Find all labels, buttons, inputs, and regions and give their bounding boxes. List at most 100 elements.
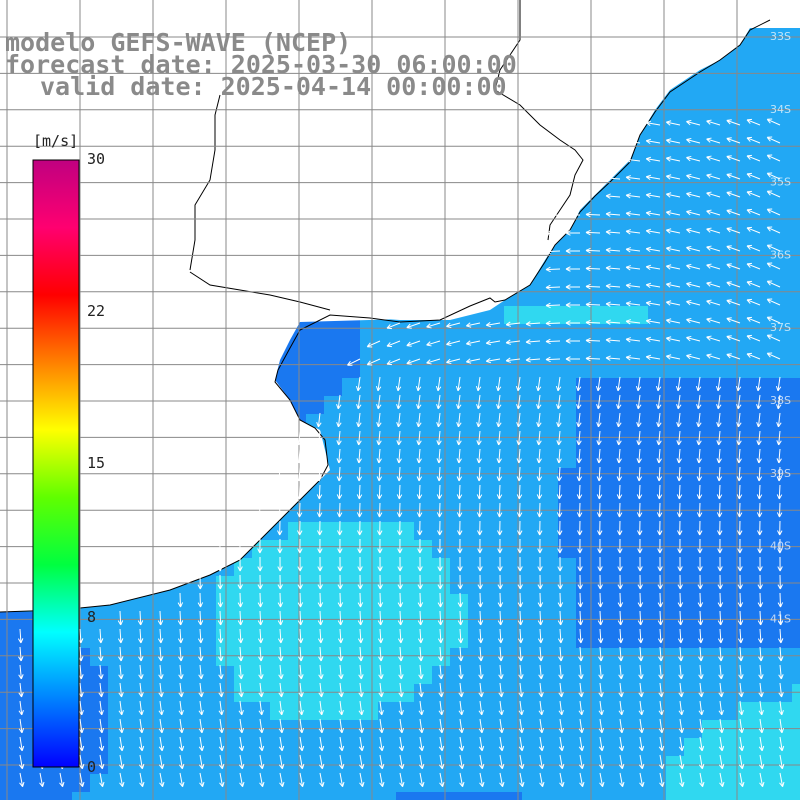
wind-arrow [418, 700, 424, 716]
colorbar-tick-30: 30 [87, 150, 106, 168]
ocean-cell [468, 792, 487, 800]
wind-arrow [485, 357, 501, 364]
ocean-cell [594, 414, 613, 433]
ocean-cell [792, 252, 800, 271]
wind-arrow [686, 119, 701, 126]
ocean-cell [0, 684, 19, 703]
wind-arrow [645, 120, 661, 127]
ocean-cell [324, 576, 343, 595]
ocean-cell [684, 486, 703, 505]
ocean-cell [342, 378, 361, 397]
wind-arrow [766, 262, 781, 270]
ocean-cell [522, 342, 541, 361]
ocean-cell [540, 594, 559, 613]
wind-arrow [776, 502, 783, 518]
wind-arrow [497, 628, 504, 644]
ocean-cell [396, 378, 415, 397]
ocean-cell [540, 468, 559, 487]
wind-arrow [738, 736, 745, 752]
ocean-cell [468, 558, 487, 577]
ocean-cell [558, 468, 577, 487]
ocean-cell [414, 342, 433, 361]
wind-arrow [637, 574, 643, 590]
ocean-cell [396, 540, 415, 559]
wind-arrow [458, 718, 465, 734]
ocean-cell [0, 774, 19, 793]
ocean-cell [342, 648, 361, 667]
ocean-cell [396, 576, 415, 595]
ocean-cell [108, 720, 127, 739]
wind-arrow [399, 772, 405, 788]
ocean-cell [756, 198, 775, 217]
wind-arrow [585, 301, 601, 308]
wind-arrow [417, 574, 423, 590]
wind-arrow [416, 466, 423, 482]
wind-arrow [397, 574, 403, 590]
ocean-cell [360, 396, 379, 415]
ocean-cell [666, 522, 685, 541]
ocean-cell [234, 612, 253, 631]
wind-arrow [686, 299, 701, 306]
ocean-cell [684, 504, 703, 523]
ocean-cell [576, 306, 595, 325]
ocean-cell [576, 234, 595, 253]
ocean-cell [792, 54, 800, 73]
ocean-cell [306, 774, 325, 793]
ocean-cell [432, 594, 451, 613]
ocean-cell [378, 612, 397, 631]
ocean-cell [594, 234, 613, 253]
ocean-cell [90, 630, 109, 649]
wind-arrow [576, 502, 583, 518]
wind-arrow [576, 466, 583, 482]
wind-arrow [746, 226, 761, 234]
ocean-cell [396, 720, 415, 739]
wind-arrow [706, 227, 721, 234]
ocean-cell [414, 666, 433, 685]
wind-arrow [556, 448, 562, 464]
wind-arrow [577, 610, 584, 626]
wind-arrow [585, 283, 601, 290]
ocean-cell [738, 486, 757, 505]
ocean-cell [792, 684, 800, 703]
ocean-cell [774, 36, 793, 55]
ocean-cell [18, 720, 37, 739]
wind-arrow [657, 628, 664, 644]
wind-arrow [657, 520, 663, 536]
wind-arrow [678, 682, 684, 698]
ocean-cell [594, 342, 613, 361]
wind-arrow [457, 628, 464, 644]
wind-arrow [686, 191, 701, 198]
ocean-cell [738, 576, 757, 595]
ocean-cell [666, 108, 685, 127]
wind-arrow [158, 682, 164, 698]
wind-arrow [317, 610, 324, 626]
ocean-cell [540, 450, 559, 469]
ocean-cell [720, 774, 739, 793]
wind-arrow [477, 610, 484, 626]
ocean-cell [612, 414, 631, 433]
wind-arrow [739, 772, 745, 788]
wind-arrow [636, 502, 643, 518]
ocean-cell [522, 558, 541, 577]
ocean-cell [720, 360, 739, 379]
ocean-cell [522, 324, 541, 343]
wind-arrow [759, 772, 765, 788]
wind-arrow [736, 466, 743, 482]
ocean-cell [792, 648, 800, 667]
ocean-cell [756, 378, 775, 397]
ocean-cell [720, 54, 739, 73]
wind-arrow [78, 754, 85, 770]
ocean-cell [360, 486, 379, 505]
wind-arrow [778, 700, 784, 716]
wind-arrow [238, 718, 245, 734]
wind-arrow [726, 155, 741, 162]
wind-arrow [625, 157, 641, 163]
ocean-cell [792, 144, 800, 163]
ocean-cell [774, 54, 793, 73]
wind-arrow [338, 718, 345, 734]
wind-arrow [417, 592, 424, 608]
wind-arrow [665, 282, 681, 288]
wind-arrow [645, 300, 661, 307]
wind-arrow [636, 430, 642, 446]
ocean-cell [324, 792, 343, 800]
